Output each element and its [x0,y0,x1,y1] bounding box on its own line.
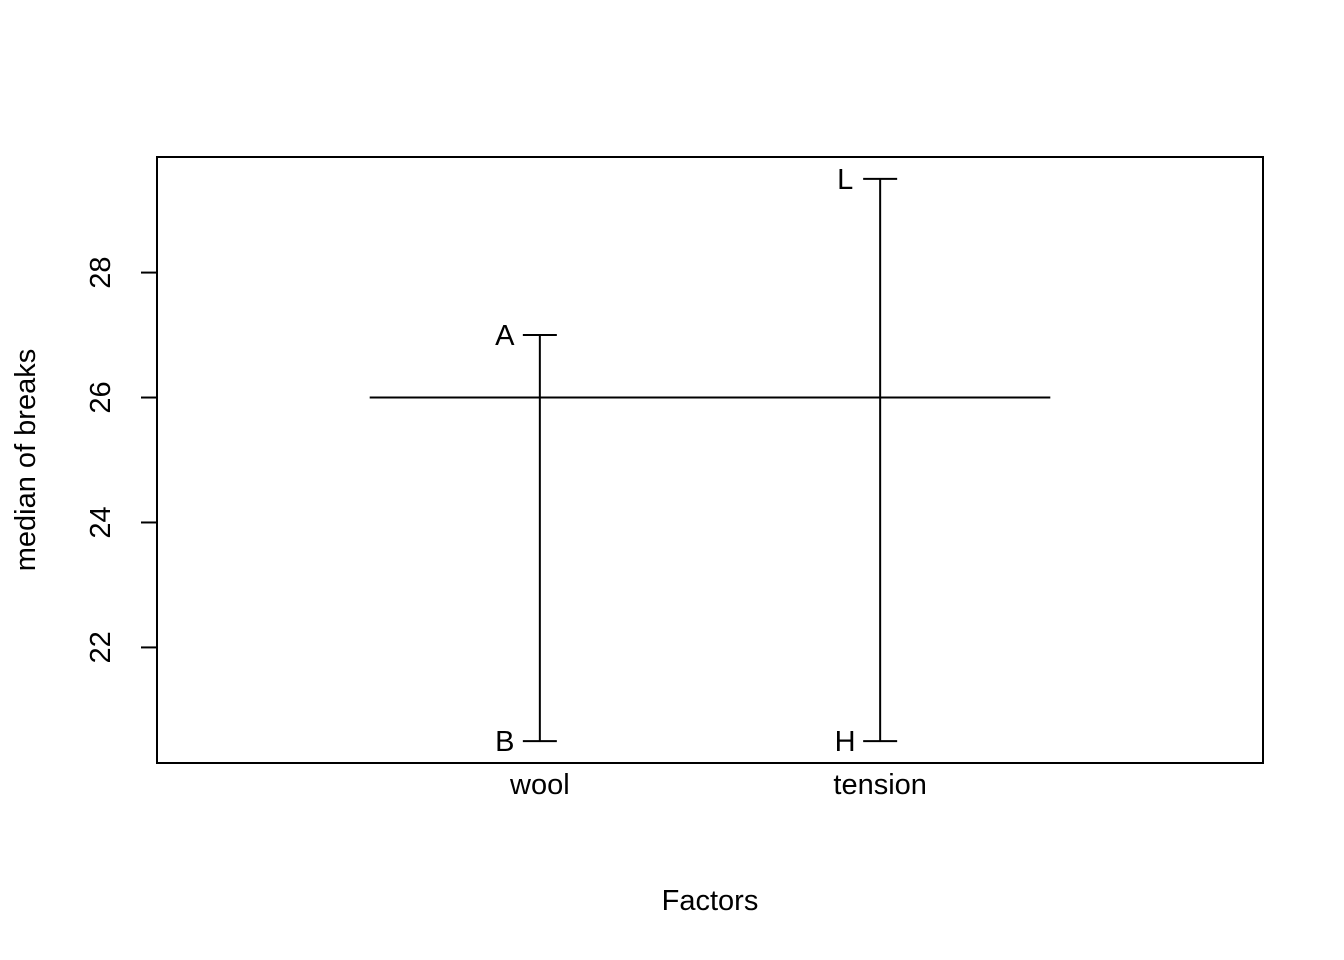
x-tick-label: tension [833,769,927,801]
level-label: L [837,164,853,196]
x-axis-title: Factors [662,885,759,917]
level-label: A [495,320,515,352]
level-label: H [835,726,856,758]
y-axis: 22 24 26 28 [85,256,157,664]
level-label: B [495,726,514,758]
plot-frame [156,156,1264,764]
x-tick-label: wool [509,769,570,801]
y-tick-label: 26 [85,381,117,413]
y-tick-label: 22 [85,631,117,663]
y-tick-label: 28 [85,256,117,288]
y-tick-label: 24 [85,506,117,538]
y-axis-title: median of breaks [10,349,42,571]
